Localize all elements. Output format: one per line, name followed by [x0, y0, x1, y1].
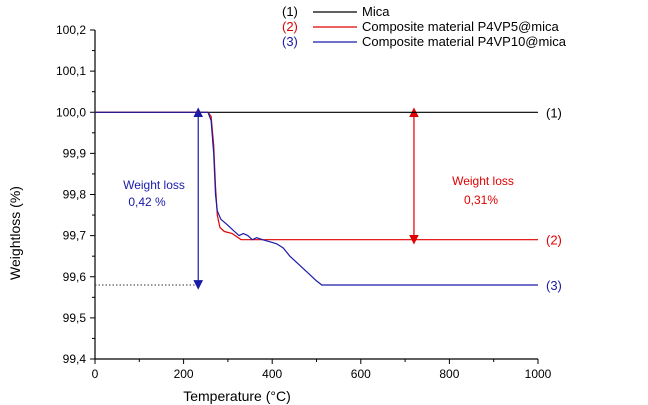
weight-loss-left-label: Weight loss — [123, 178, 185, 192]
legend-label-2: Composite material P4VP5@mica — [362, 19, 559, 34]
weight-loss-right-value: 0,31% — [464, 193, 498, 207]
x-tick-label: 400 — [262, 367, 282, 381]
x-tick-label: 600 — [351, 367, 371, 381]
x-tick-label: 800 — [439, 367, 459, 381]
x-tick-label: 1000 — [525, 367, 552, 381]
y-tick-label: 100,1 — [56, 64, 86, 78]
series-end-label-1: (1) — [546, 105, 562, 120]
y-tick-label: 100,2 — [56, 23, 86, 37]
x-axis: 0 200 400 600 800 1000 — [92, 359, 552, 381]
series-end-labels: (1) (2) (3) — [546, 105, 562, 293]
legend: (1) Mica (2) Composite material P4VP5@mica (… — [282, 4, 567, 49]
x-axis-title: Temperature (°C) — [183, 388, 291, 404]
series-line-2 — [95, 111, 538, 241]
x-tick-label: 0 — [92, 367, 99, 381]
legend-label-3: Composite material P4VP10@mica — [362, 34, 567, 49]
weight-loss-right-label: Weight loss — [452, 174, 514, 188]
y-tick-label: 99,9 — [63, 146, 87, 160]
y-tick-label: 99,7 — [63, 229, 87, 243]
series-end-label-3: (3) — [546, 278, 562, 293]
series-layer — [95, 111, 538, 286]
x-tick-label: 200 — [174, 367, 194, 381]
series-end-label-2: (2) — [546, 233, 562, 248]
y-axis-title: Weightloss (%) — [7, 186, 23, 280]
weight-loss-left-value: 0,42 % — [128, 195, 166, 209]
y-tick-label: 99,6 — [63, 270, 87, 284]
legend-number-1: (1) — [282, 4, 298, 19]
y-tick-label: 99,4 — [63, 352, 87, 366]
y-axis: 99,4 99,5 99,6 99,7 99,8 99,9 100,0 100,1 100,2 — [56, 23, 95, 366]
legend-label-1: Mica — [362, 4, 390, 19]
legend-number-3: (3) — [282, 34, 298, 49]
annotation-layer: Weight loss 0,42 % Weight loss 0,31% — [95, 107, 514, 290]
legend-number-2: (2) — [282, 19, 298, 34]
y-tick-label: 100,0 — [56, 105, 86, 119]
series-line-3 — [95, 111, 538, 286]
y-tick-label: 99,8 — [63, 188, 87, 202]
y-tick-label: 99,5 — [63, 311, 87, 325]
